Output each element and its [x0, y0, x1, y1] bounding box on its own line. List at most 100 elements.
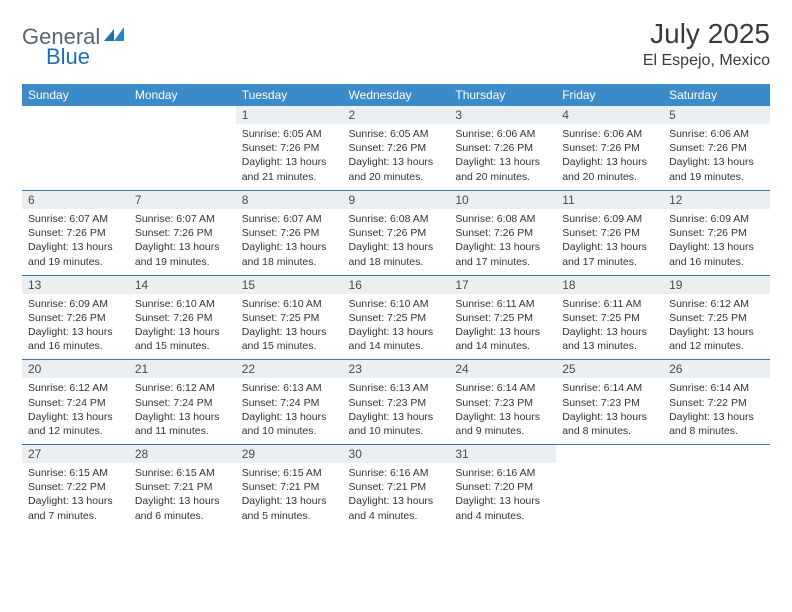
sunset-text: Sunset: 7:26 PM: [242, 226, 337, 240]
day-details: Sunrise: 6:15 AMSunset: 7:22 PMDaylight:…: [22, 463, 129, 529]
sunset-text: Sunset: 7:23 PM: [455, 396, 550, 410]
calendar-cell: 11Sunrise: 6:09 AMSunset: 7:26 PMDayligh…: [556, 190, 663, 275]
sunset-text: Sunset: 7:24 PM: [242, 396, 337, 410]
sunrise-text: Sunrise: 6:05 AM: [242, 127, 337, 141]
daylight-text: Daylight: 13 hours and 17 minutes.: [455, 240, 550, 268]
calendar-cell: 31Sunrise: 6:16 AMSunset: 7:20 PMDayligh…: [449, 444, 556, 529]
daylight-text: Daylight: 13 hours and 5 minutes.: [242, 494, 337, 522]
day-details: Sunrise: 6:12 AMSunset: 7:24 PMDaylight:…: [129, 378, 236, 444]
day-details: Sunrise: 6:06 AMSunset: 7:26 PMDaylight:…: [663, 124, 770, 190]
sunset-text: Sunset: 7:24 PM: [135, 396, 230, 410]
calendar-cell: 6Sunrise: 6:07 AMSunset: 7:26 PMDaylight…: [22, 190, 129, 275]
day-number: 15: [236, 275, 343, 294]
day-number: 2: [343, 106, 450, 124]
sunset-text: Sunset: 7:26 PM: [28, 226, 123, 240]
sunrise-text: Sunrise: 6:07 AM: [242, 212, 337, 226]
sunrise-text: Sunrise: 6:14 AM: [562, 381, 657, 395]
daylight-text: Daylight: 13 hours and 16 minutes.: [28, 325, 123, 353]
sunset-text: Sunset: 7:25 PM: [669, 311, 764, 325]
calendar-cell: 25Sunrise: 6:14 AMSunset: 7:23 PMDayligh…: [556, 359, 663, 444]
calendar-cell: 13Sunrise: 6:09 AMSunset: 7:26 PMDayligh…: [22, 275, 129, 360]
sunset-text: Sunset: 7:21 PM: [135, 480, 230, 494]
sunrise-text: Sunrise: 6:09 AM: [28, 297, 123, 311]
day-details: Sunrise: 6:14 AMSunset: 7:23 PMDaylight:…: [449, 378, 556, 444]
sunrise-text: Sunrise: 6:14 AM: [455, 381, 550, 395]
weekday-header: Saturday: [663, 84, 770, 106]
day-number: 4: [556, 106, 663, 124]
daylight-text: Daylight: 13 hours and 15 minutes.: [135, 325, 230, 353]
logo-word2: Blue: [46, 44, 90, 69]
daylight-text: Daylight: 13 hours and 12 minutes.: [28, 410, 123, 438]
day-details: Sunrise: 6:12 AMSunset: 7:25 PMDaylight:…: [663, 294, 770, 360]
daylight-text: Daylight: 13 hours and 15 minutes.: [242, 325, 337, 353]
daylight-text: Daylight: 13 hours and 7 minutes.: [28, 494, 123, 522]
sunrise-text: Sunrise: 6:15 AM: [242, 466, 337, 480]
calendar-cell: 8Sunrise: 6:07 AMSunset: 7:26 PMDaylight…: [236, 190, 343, 275]
day-number: 11: [556, 190, 663, 209]
sunrise-text: Sunrise: 6:11 AM: [562, 297, 657, 311]
sunrise-text: Sunrise: 6:08 AM: [455, 212, 550, 226]
day-number: 5: [663, 106, 770, 124]
sunset-text: Sunset: 7:25 PM: [349, 311, 444, 325]
sunrise-text: Sunrise: 6:16 AM: [455, 466, 550, 480]
calendar-cell: 17 Sunrise: 6:11 AMSunset: 7:25 PMDayligh…: [449, 275, 556, 360]
day-number: 24: [449, 359, 556, 378]
day-details: Sunrise: 6:14 AMSunset: 7:23 PMDaylight:…: [556, 378, 663, 444]
day-details: Sunrise: 6:14 AMSunset: 7:22 PMDaylight:…: [663, 378, 770, 444]
daylight-text: Daylight: 13 hours and 12 minutes.: [669, 325, 764, 353]
calendar-cell: 10Sunrise: 6:08 AMSunset: 7:26 PMDayligh…: [449, 190, 556, 275]
day-number: 20: [22, 359, 129, 378]
calendar-cell: 3Sunrise: 6:06 AMSunset: 7:26 PMDaylight…: [449, 106, 556, 190]
day-number: 14: [129, 275, 236, 294]
calendar-cell: 26Sunrise: 6:14 AMSunset: 7:22 PMDayligh…: [663, 359, 770, 444]
sunrise-text: Sunrise: 6:06 AM: [562, 127, 657, 141]
day-number: 17: [449, 275, 556, 294]
day-details: Sunrise: 6:10 AMSunset: 7:25 PMDaylight:…: [236, 294, 343, 360]
day-number: 30: [343, 444, 450, 463]
calendar-week-row: 1Sunrise: 6:05 AMSunset: 7:26 PMDaylight…: [22, 106, 770, 190]
day-number: 26: [663, 359, 770, 378]
day-number: 31: [449, 444, 556, 463]
title-block: July 2025 El Espejo, Mexico: [643, 18, 770, 70]
day-details: Sunrise: 6:08 AMSunset: 7:26 PMDaylight:…: [343, 209, 450, 275]
weekday-header: Sunday: [22, 84, 129, 106]
sunset-text: Sunset: 7:26 PM: [349, 141, 444, 155]
sunset-text: Sunset: 7:26 PM: [135, 226, 230, 240]
day-details: Sunrise: 6:10 AMSunset: 7:25 PMDaylight:…: [343, 294, 450, 360]
sunrise-text: Sunrise: 6:10 AM: [349, 297, 444, 311]
sunset-text: Sunset: 7:21 PM: [349, 480, 444, 494]
calendar-cell: 23Sunrise: 6:13 AMSunset: 7:23 PMDayligh…: [343, 359, 450, 444]
sunset-text: Sunset: 7:25 PM: [562, 311, 657, 325]
sunset-text: Sunset: 7:25 PM: [455, 311, 550, 325]
day-details: Sunrise: 6:09 AMSunset: 7:26 PMDaylight:…: [663, 209, 770, 275]
day-number: 25: [556, 359, 663, 378]
calendar-cell: 29Sunrise: 6:15 AMSunset: 7:21 PMDayligh…: [236, 444, 343, 529]
sunrise-text: Sunrise: 6:15 AM: [135, 466, 230, 480]
sunset-text: Sunset: 7:26 PM: [135, 311, 230, 325]
daylight-text: Daylight: 13 hours and 10 minutes.: [349, 410, 444, 438]
sunrise-text: Sunrise: 6:10 AM: [242, 297, 337, 311]
day-number: 1: [236, 106, 343, 124]
logo-word2-wrap: Blue: [44, 44, 90, 70]
daylight-text: Daylight: 13 hours and 8 minutes.: [669, 410, 764, 438]
sunrise-text: Sunrise: 6:14 AM: [669, 381, 764, 395]
daylight-text: Daylight: 13 hours and 11 minutes.: [135, 410, 230, 438]
calendar-cell: 5Sunrise: 6:06 AMSunset: 7:26 PMDaylight…: [663, 106, 770, 190]
day-number: 3: [449, 106, 556, 124]
daylight-text: Daylight: 13 hours and 19 minutes.: [135, 240, 230, 268]
sunset-text: Sunset: 7:26 PM: [455, 141, 550, 155]
calendar-week-row: 20Sunrise: 6:12 AMSunset: 7:24 PMDayligh…: [22, 359, 770, 444]
day-details: Sunrise: 6:15 AMSunset: 7:21 PMDaylight:…: [129, 463, 236, 529]
day-details: Sunrise: 6:05 AMSunset: 7:26 PMDaylight:…: [236, 124, 343, 190]
day-number: 22: [236, 359, 343, 378]
daylight-text: Daylight: 13 hours and 4 minutes.: [349, 494, 444, 522]
calendar-cell: 18Sunrise: 6:11 AMSunset: 7:25 PMDayligh…: [556, 275, 663, 360]
daylight-text: Daylight: 13 hours and 4 minutes.: [455, 494, 550, 522]
day-details: Sunrise: 6:07 AMSunset: 7:26 PMDaylight:…: [129, 209, 236, 275]
sunset-text: Sunset: 7:22 PM: [669, 396, 764, 410]
day-number: 29: [236, 444, 343, 463]
sunrise-text: Sunrise: 6:13 AM: [242, 381, 337, 395]
sunrise-text: Sunrise: 6:11 AM: [455, 297, 550, 311]
daylight-text: Daylight: 13 hours and 14 minutes.: [455, 325, 550, 353]
sunset-text: Sunset: 7:22 PM: [28, 480, 123, 494]
